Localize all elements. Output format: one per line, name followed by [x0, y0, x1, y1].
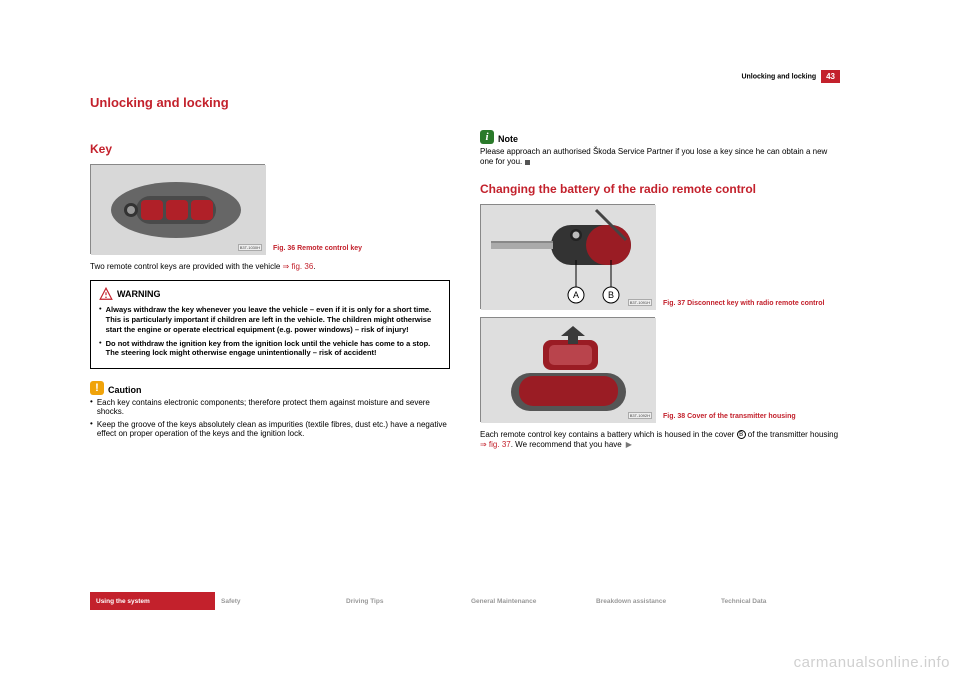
tab-label: General Maintenance — [471, 598, 536, 605]
bullet-icon: • — [99, 305, 102, 334]
running-title: Unlocking and locking — [741, 73, 816, 80]
two-column-layout: Key B3T-1030H Fig. 36 Remote — [90, 130, 840, 451]
warning-item-text: Always withdraw the key whenever you lea… — [106, 305, 441, 334]
caution-item: •Each key contains electronic components… — [90, 398, 450, 416]
caution-icon: ! — [90, 381, 104, 395]
tab-breakdown-assistance[interactable]: Breakdown assistance — [590, 592, 715, 610]
note-body-text: Please approach an authorised Škoda Serv… — [480, 147, 827, 166]
tab-using-system[interactable]: Using the system — [90, 592, 215, 610]
tab-technical-data[interactable]: Technical Data — [715, 592, 840, 610]
closing-text: Each remote control key contains a batte… — [480, 430, 840, 451]
running-header: Unlocking and locking 43 — [741, 70, 840, 83]
page-number-badge: 43 — [821, 70, 840, 83]
figure-37-block: A B B3T-1091H Fig. 37 Disconnect key wit… — [480, 204, 840, 309]
section-title-battery: Changing the battery of the radio remote… — [480, 182, 840, 196]
intro-post: . — [313, 262, 315, 271]
note-text: Please approach an authorised Škoda Serv… — [480, 147, 840, 168]
fig36-code: B3T-1030H — [238, 244, 262, 251]
left-column: Key B3T-1030H Fig. 36 Remote — [90, 130, 450, 451]
warning-header: WARNING — [99, 287, 441, 301]
info-icon: i — [480, 130, 494, 144]
bullet-icon: • — [90, 420, 93, 438]
tab-driving-tips[interactable]: Driving Tips — [340, 592, 465, 610]
right-column: i Note Please approach an authorised Ško… — [480, 130, 840, 451]
closing-mid: of the transmitter housing — [746, 430, 839, 439]
figure-36-image: B3T-1030H — [90, 164, 265, 254]
tab-general-maintenance[interactable]: General Maintenance — [465, 592, 590, 610]
tab-label: Safety — [221, 598, 241, 605]
warning-item-text: Do not withdraw the ignition key from th… — [106, 339, 441, 359]
intro-pre: Two remote control keys are provided wit… — [90, 262, 283, 271]
fig37-code: B3T-1091H — [628, 299, 652, 306]
figure-38-block: B3T-1092H Fig. 38 Cover of the transmitt… — [480, 317, 840, 422]
fig37-caption: Fig. 37 Disconnect key with radio remote… — [663, 300, 824, 309]
caution-item-text: Keep the groove of the keys absolutely c… — [97, 420, 450, 438]
svg-text:A: A — [573, 290, 579, 300]
warning-icon — [99, 287, 113, 301]
intro-text: Two remote control keys are provided wit… — [90, 262, 450, 272]
fig38-caption: Fig. 38 Cover of the transmitter housing — [663, 413, 796, 422]
warning-item: •Always withdraw the key whenever you le… — [99, 305, 441, 334]
closing-post: . We recommend that you have — [511, 440, 622, 449]
tab-safety[interactable]: Safety — [215, 592, 340, 610]
manual-page: Unlocking and locking 43 Unlocking and l… — [90, 70, 840, 610]
svg-text:B: B — [608, 290, 614, 300]
tab-label: Technical Data — [721, 598, 766, 605]
fig37-crossref: ⇒ fig. 37 — [480, 440, 511, 449]
closing-pre: Each remote control key contains a batte… — [480, 430, 737, 439]
section-title-key: Key — [90, 142, 450, 156]
continue-icon: ▶ — [626, 440, 632, 450]
warning-label: WARNING — [117, 289, 161, 301]
fig38-code: B3T-1092H — [628, 412, 652, 419]
caution-item-text: Each key contains electronic components;… — [97, 398, 450, 416]
caution-label: Caution — [108, 385, 142, 395]
warning-list: •Always withdraw the key whenever you le… — [99, 305, 441, 358]
end-of-section-icon — [525, 160, 530, 165]
warning-box: WARNING •Always withdraw the key wheneve… — [90, 280, 450, 369]
tab-label: Driving Tips — [346, 598, 383, 605]
figure-38-image: B3T-1092H — [480, 317, 655, 422]
bullet-icon: • — [90, 398, 93, 416]
watermark: carmanualsonline.info — [794, 654, 950, 671]
circled-letter-b: B — [737, 430, 746, 439]
tab-label: Using the system — [96, 598, 150, 605]
caution-header: ! Caution — [90, 381, 450, 395]
bottom-nav-tabs: Using the system Safety Driving Tips Gen… — [90, 592, 840, 610]
figure-36-block: B3T-1030H Fig. 36 Remote control key — [90, 164, 450, 254]
fig36-crossref: ⇒ fig. 36 — [283, 262, 314, 271]
caution-body: •Each key contains electronic components… — [90, 398, 450, 438]
figure-37-image: A B B3T-1091H — [480, 204, 655, 309]
tab-label: Breakdown assistance — [596, 598, 666, 605]
chapter-title: Unlocking and locking — [90, 95, 840, 110]
note-label: Note — [498, 134, 518, 144]
warning-item: •Do not withdraw the ignition key from t… — [99, 339, 441, 359]
fig36-caption: Fig. 36 Remote control key — [273, 245, 362, 254]
note-header: i Note — [480, 130, 840, 144]
caution-item: •Keep the groove of the keys absolutely … — [90, 420, 450, 438]
bullet-icon: • — [99, 339, 102, 359]
